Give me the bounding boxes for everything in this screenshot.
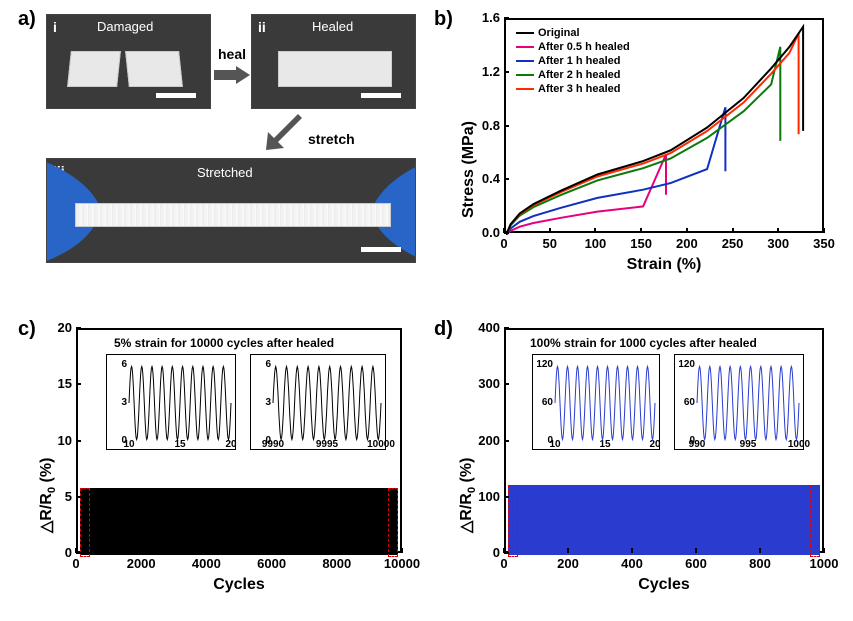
- d-plot-area: 100% strain for 1000 cycles after healed…: [504, 328, 824, 553]
- arrow-stretch: stretch: [264, 112, 355, 152]
- scale-bar-ii: [361, 93, 401, 98]
- arrow-heal: heal: [214, 46, 250, 84]
- sample-healed: [278, 51, 392, 87]
- d-inset-title: 100% strain for 1000 cycles after healed: [530, 336, 757, 350]
- legend-label: After 3 h healed: [538, 82, 621, 96]
- panel-a: a) i Damaged heal ii Healed: [16, 8, 416, 283]
- c-band: [80, 488, 398, 556]
- d-band: [508, 485, 820, 555]
- legend-swatch: [516, 74, 534, 76]
- photo-damaged: i Damaged: [46, 14, 211, 109]
- b-plot-area: OriginalAfter 0.5 h healedAfter 1 h heal…: [504, 18, 824, 233]
- legend-swatch: [516, 46, 534, 48]
- caption-damaged: Damaged: [97, 19, 153, 34]
- c-inset-left: 036101520: [106, 354, 236, 450]
- c-callout-left: [80, 488, 90, 558]
- c-callout-right: [388, 488, 398, 558]
- c-inset-title: 5% strain for 10000 cycles after healed: [114, 336, 334, 350]
- legend-row: After 1 h healed: [516, 54, 630, 68]
- legend-swatch: [516, 88, 534, 90]
- arrow-stretch-label: stretch: [308, 131, 355, 147]
- sub-index-ii: ii: [258, 19, 266, 35]
- legend-swatch: [516, 32, 534, 34]
- panel-c: c) △R/R0 (%) 5% strain for 10000 cycles …: [16, 318, 416, 608]
- scale-bar-iii: [361, 247, 401, 252]
- d-inset-left: 060120101520: [532, 354, 660, 450]
- c-inset-right: 0369990999510000: [250, 354, 386, 450]
- sample-stretched: [75, 203, 391, 227]
- arrow-downleft-icon: [264, 112, 304, 152]
- legend-row: Original: [516, 26, 630, 40]
- d-callout-right: [810, 485, 820, 557]
- legend-row: After 2 h healed: [516, 68, 630, 82]
- photo-stretched: iii Stretched: [46, 158, 416, 263]
- arrow-heal-label: heal: [218, 46, 246, 62]
- legend-label: After 2 h healed: [538, 68, 621, 82]
- legend-label: Original: [538, 26, 580, 40]
- panel-b-label: b): [434, 8, 453, 31]
- caption-stretched: Stretched: [197, 165, 253, 180]
- panel-d-label: d): [434, 318, 453, 341]
- arrow-right-icon: [214, 66, 250, 84]
- d-callout-left: [508, 485, 518, 557]
- legend-swatch: [516, 60, 534, 62]
- legend-row: After 0.5 h healed: [516, 40, 630, 54]
- d-inset-right: 0601209909951000: [674, 354, 804, 450]
- sample-piece-right: [125, 51, 183, 87]
- legend-label: After 1 h healed: [538, 54, 621, 68]
- legend-label: After 0.5 h healed: [538, 40, 630, 54]
- d-xlabel: Cycles: [504, 576, 824, 594]
- legend-row: After 3 h healed: [516, 82, 630, 96]
- sub-index-i: i: [53, 19, 57, 35]
- scale-bar-i: [156, 93, 196, 98]
- b-xlabel: Strain (%): [504, 256, 824, 274]
- panel-d: d) △R/R0 (%) 100% strain for 1000 cycles…: [432, 318, 842, 608]
- c-xlabel: Cycles: [76, 576, 402, 594]
- b-ylabel: Stress (MPa): [460, 121, 478, 218]
- c-plot-area: 5% strain for 10000 cycles after healed …: [76, 328, 402, 553]
- caption-healed: Healed: [312, 19, 353, 34]
- figure: a) i Damaged heal ii Healed: [0, 0, 853, 621]
- panel-b: b) Stress (MPa) OriginalAfter 0.5 h heal…: [432, 8, 842, 283]
- sample-piece-left: [67, 51, 121, 87]
- photo-healed: ii Healed: [251, 14, 416, 109]
- b-legend: OriginalAfter 0.5 h healedAfter 1 h heal…: [516, 26, 630, 96]
- panel-a-label: a): [18, 8, 36, 31]
